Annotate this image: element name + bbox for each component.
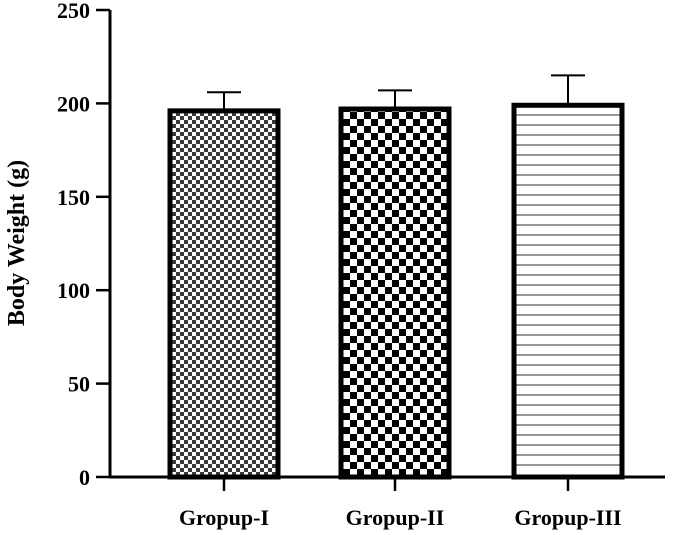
bar-2 bbox=[338, 106, 452, 480]
y-tick-label-50: 50 bbox=[68, 372, 90, 397]
y-tick-label-200: 200 bbox=[57, 91, 90, 116]
x-tick-label-1: Gropup-I bbox=[179, 505, 269, 530]
y-tick-label-150: 150 bbox=[57, 185, 90, 210]
y-axis-title: Body Weight (g) bbox=[4, 160, 30, 326]
y-tick-label-100: 100 bbox=[57, 278, 90, 303]
x-tick-label-2: Gropup-II bbox=[346, 505, 445, 530]
y-tick-label-0: 0 bbox=[79, 465, 90, 490]
x-tick-label-3: Gropup-III bbox=[514, 505, 621, 530]
y-tick-label-250: 250 bbox=[57, 0, 90, 23]
bar-1 bbox=[167, 108, 281, 480]
bar-3 bbox=[511, 102, 625, 480]
